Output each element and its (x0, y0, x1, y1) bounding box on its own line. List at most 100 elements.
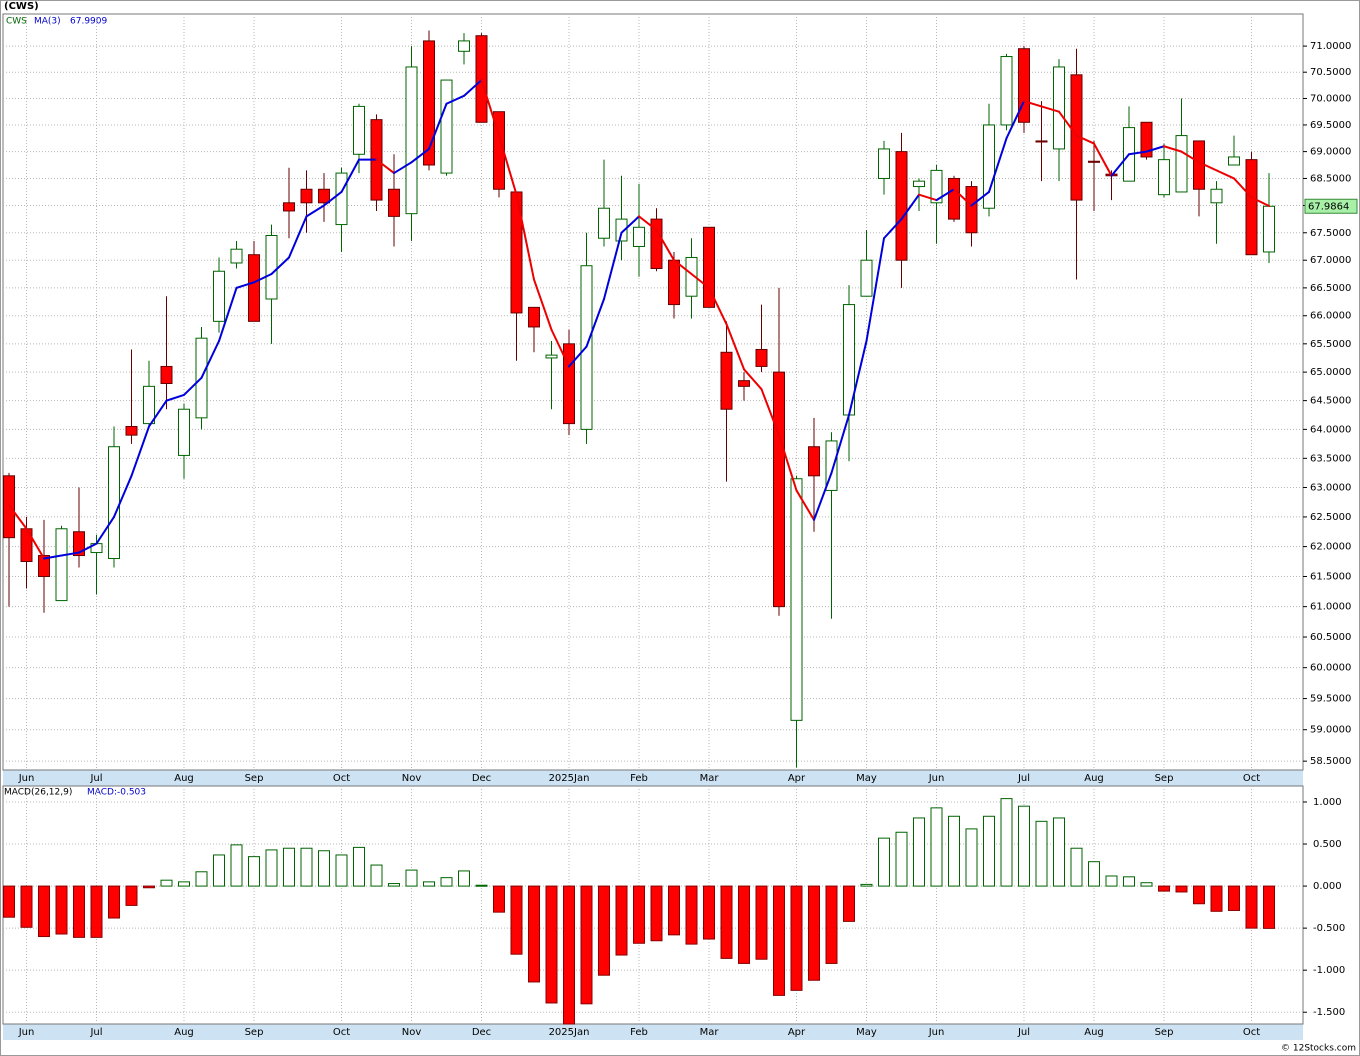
ma-line (165, 393, 185, 402)
ma-line (533, 278, 553, 331)
candle-body (808, 446, 820, 477)
candle-body (108, 446, 120, 560)
ma-line (323, 190, 343, 207)
candle-body (668, 259, 680, 306)
ma-line (78, 542, 98, 554)
candle-body (528, 306, 540, 328)
candle-body (230, 248, 243, 264)
ma-line (725, 323, 745, 371)
ma-line (1023, 100, 1043, 108)
macd-bar (335, 854, 348, 887)
macd-bar (1123, 876, 1135, 887)
macd-bar (598, 885, 610, 976)
macd-legend-value: -0.503 (117, 788, 146, 798)
ma-line (708, 286, 728, 326)
macd-legend: MACD(26,12,9) (4, 788, 72, 798)
candle-body (178, 408, 190, 456)
x-tick-label: Oct (333, 1027, 350, 1038)
y-tick-label: 59.5000 (1310, 694, 1351, 705)
ma-line (60, 551, 80, 557)
candle-body (773, 371, 785, 608)
macd-bar (895, 831, 908, 887)
ma-line (848, 340, 868, 416)
x-tick-label: May (856, 773, 877, 784)
x-tick-label: Jul (89, 773, 102, 784)
candle-body (965, 186, 978, 234)
ma-line (1163, 145, 1183, 153)
y-tick-label: 71.0000 (1310, 41, 1351, 52)
candle-body (948, 177, 960, 220)
macd-bar (913, 817, 925, 887)
x-tick-label: Aug (1084, 773, 1104, 784)
y-tick-label: 62.0000 (1310, 542, 1351, 553)
x-tick-label: Oct (1243, 773, 1260, 784)
candle-body (615, 218, 628, 242)
macd-bar (353, 846, 365, 887)
ma-line (1058, 110, 1078, 137)
ma-line (1128, 150, 1148, 156)
candle-body (458, 40, 470, 52)
macd-bar (720, 885, 733, 959)
macd-bar (860, 883, 873, 887)
candle-body (38, 555, 50, 577)
candle-body (1018, 48, 1030, 123)
macd-bar (38, 885, 50, 938)
y-tick-label: 65.0000 (1310, 367, 1351, 378)
macd-bar (160, 879, 173, 887)
candle-body (790, 478, 803, 721)
y-tick-label: 0.000 (1313, 881, 1342, 892)
macd-bar (265, 849, 278, 887)
ma-line (463, 79, 483, 97)
ma-line (270, 256, 290, 276)
y-tick-label: 59.0000 (1310, 725, 1351, 736)
ma-line (1145, 145, 1165, 153)
macd-bar (108, 885, 120, 919)
x-tick-label: Jun (18, 1027, 35, 1038)
ma-legend: MA(3) (34, 17, 61, 27)
candle-body (423, 40, 435, 166)
y-tick-label: 64.0000 (1310, 424, 1351, 435)
y-tick-label: 61.0000 (1310, 602, 1351, 613)
candle-body (440, 79, 453, 174)
candle-body (983, 124, 995, 209)
candle-body (1228, 156, 1240, 166)
macd-bar (510, 885, 523, 955)
candle-body (300, 188, 313, 204)
macd-legend-label: MACD: (87, 788, 117, 798)
x-tick-label: Mar (700, 773, 720, 784)
macd-bar (1158, 885, 1170, 892)
candle-body (213, 270, 225, 322)
ma-line (200, 340, 220, 379)
macd-bar (1263, 885, 1275, 929)
x-tick-label: Jun (18, 773, 35, 784)
y-tick-label: 58.5000 (1310, 756, 1351, 767)
macd-bar (1228, 885, 1240, 911)
last-price-box (1304, 198, 1358, 214)
ma-line (253, 273, 273, 284)
macd-bar (1245, 885, 1258, 929)
ma-line (970, 190, 990, 207)
candle-body (388, 188, 400, 217)
candle-body (283, 202, 295, 212)
ma-line (953, 188, 973, 207)
ma-line (830, 413, 850, 474)
y-tick-label: 66.5000 (1310, 283, 1351, 294)
ma-line (498, 134, 518, 196)
candle-body (703, 226, 715, 308)
y-tick-label: 68.5000 (1310, 173, 1351, 184)
ma-line (95, 515, 115, 545)
macd-bar (808, 885, 820, 981)
macd-bar (1018, 805, 1030, 887)
ma-line (130, 425, 150, 477)
macd-bar (1070, 847, 1083, 887)
x-tick-label: Jul (89, 1027, 102, 1038)
macd-bar (458, 870, 470, 887)
ma-line (620, 215, 640, 234)
macd-bar (73, 885, 85, 938)
candle-body (125, 425, 138, 436)
y-tick-label: -0.500 (1313, 923, 1345, 934)
ma-line (778, 434, 798, 492)
macd-bar (983, 815, 995, 887)
ma-line (148, 399, 168, 428)
macd-bar (1035, 820, 1048, 887)
